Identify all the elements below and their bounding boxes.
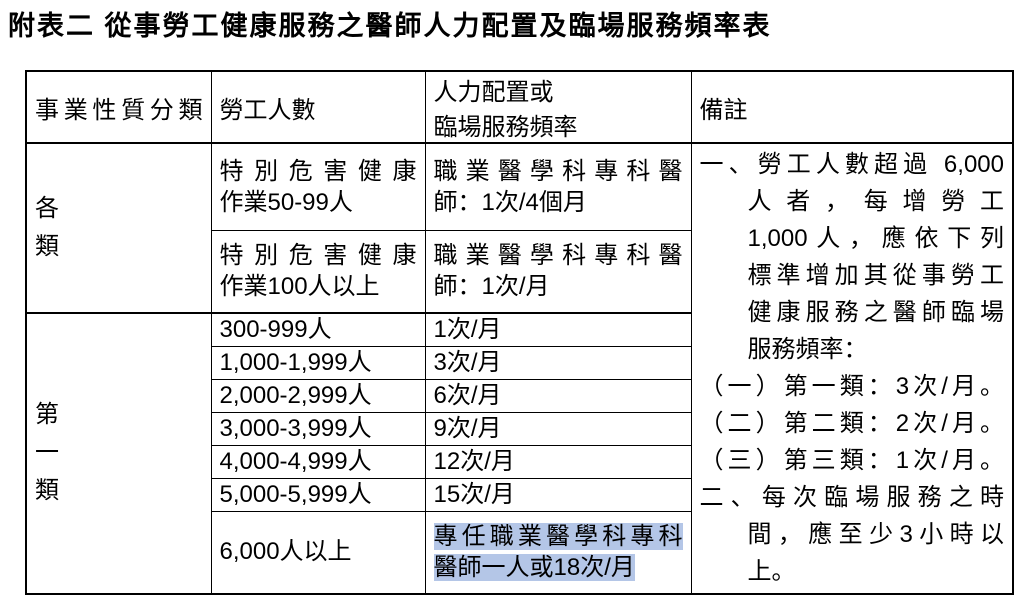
page-title: 附表二 從事勞工健康服務之醫師人力配置及臨場服務頻率表 [8, 11, 772, 41]
workers-cell: 6,000人以上 [210, 511, 426, 594]
table-row-5000-5999: 5,000-5,999人 15次/月 [26, 478, 1013, 512]
frequency-cell-highlighted: 專任職業醫學科專科 醫師一人或18次/月 [424, 511, 692, 594]
frequency-line2: 師：1次/4個月 [433, 188, 587, 216]
workers-line1: 特別危害健康 [219, 242, 417, 270]
workers-cell: 特別危害健康 作業100人以上 [210, 229, 426, 314]
category-all-char1: 各 [35, 195, 59, 222]
remarks-cell: 一、勞工人數超過 6,000 人者，每增勞工 1,000人，應依下列 標準增加其… [690, 142, 1014, 594]
workers-line2: 作業100人以上 [219, 273, 380, 301]
frequency-cell: 12次/月 [424, 445, 692, 479]
remarks-line: 二、每次臨場服務之時 [699, 484, 1005, 512]
remarks-line: （一）第一類：3次/月。 [699, 373, 1005, 401]
remarks-line: 人者，每增勞工 [747, 188, 1005, 216]
highlight-span: 醫師一人或18次/月 [433, 554, 635, 582]
allocation-header-line1: 人力配置或 [433, 79, 554, 106]
table-row-2000-2999: 2,000-2,999人 6次/月 [26, 379, 1013, 413]
frequency-cell: 6次/月 [424, 379, 692, 413]
workers-cell: 4,000-4,999人 [210, 445, 426, 479]
category-first-char3: 類 [35, 477, 59, 505]
header-cell-workers: 勞工人數 [210, 70, 426, 144]
remarks-line: 一、勞工人數超過 6,000 [699, 151, 1005, 179]
table-row-cutoff [25, 592, 1014, 595]
workers-line2: 作業50-99人 [219, 188, 353, 216]
category-cell-all-types: 各 類 [25, 142, 212, 314]
highlight-span: 專任職業醫學科專科 [433, 523, 683, 551]
frequency-cell: 職業醫學科專科醫 師：1次/月 [424, 229, 692, 314]
workers-cell: 5,000-5,999人 [210, 478, 426, 512]
highlighted-frequency-line1: 專任職業醫學科專科 [433, 521, 683, 552]
table-row-300-999: 第 一 類 300-999人 1次/月 [25, 312, 1013, 594]
remarks-line: 1,000人，應依下列 [747, 225, 1005, 253]
remarks-line: 間，應至少3小時以 [747, 521, 1005, 549]
workers-cell: 3,000-3,999人 [210, 412, 426, 446]
frequency-cell: 3次/月 [424, 346, 692, 380]
frequency-cell: 9次/月 [424, 412, 692, 446]
cutoff-cell [690, 592, 1014, 595]
workers-cell: 2,000-2,999人 [210, 379, 426, 413]
workers-cell: 特別危害健康 作業50-99人 [210, 142, 426, 231]
remarks-line: 標準增加其從事勞工 [747, 262, 1005, 290]
category-first-char1: 第 [35, 401, 59, 429]
frequency-cell: 1次/月 [424, 312, 692, 347]
header-cell-allocation: 人力配置或 臨場服務頻率 [424, 70, 692, 144]
workers-cell: 1,000-1,999人 [210, 346, 426, 380]
table-header-row: 事業性質分類 勞工人數 人力配置或 臨場服務頻率 備註 [25, 70, 1014, 144]
table-row-special-hazard-50-99: 各 類 特別危害健康 作業50-99人 職業醫學科專科醫 師：1次/4個月 一、… [25, 142, 1014, 594]
table-row-3000-3999: 3,000-3,999人 9次/月 [26, 412, 1013, 446]
header-cell-remarks: 備註 [690, 70, 1014, 144]
category-all-char2: 類 [35, 233, 59, 260]
staffing-frequency-table: 事業性質分類 勞工人數 人力配置或 臨場服務頻率 備註 各 類 特別危害健康 作… [25, 70, 1014, 595]
remarks-line: 服務頻率： [747, 336, 868, 364]
remarks-line: 健康服務之醫師臨場 [747, 299, 1005, 327]
frequency-line2: 師：1次/月 [433, 273, 550, 301]
remarks-line: （二）第二類：2次/月。 [699, 410, 1005, 438]
allocation-header-line2: 臨場服務頻率 [433, 114, 578, 141]
frequency-line1: 職業醫學科專科醫 [433, 157, 683, 185]
frequency-cell: 15次/月 [424, 478, 692, 512]
highlighted-frequency-line2: 醫師一人或18次/月 [433, 552, 683, 583]
workers-cell: 300-999人 [210, 312, 426, 347]
table-row-1000-1999: 1,000-1,999人 3次/月 [26, 346, 1013, 380]
remarks-line: （三）第三類：1次/月。 [699, 447, 1005, 475]
category-first-char2: 一 [35, 439, 59, 467]
table-row-4000-4999: 4,000-4,999人 12次/月 [26, 445, 1013, 479]
frequency-line1: 職業醫學科專科醫 [433, 242, 683, 270]
table-row-6000plus: 6,000人以上 專任職業醫學科專科 醫師一人或18次/月 [26, 511, 1013, 594]
category-cell-first-class: 第 一 類 [25, 312, 212, 594]
header-cell-category: 事業性質分類 [25, 70, 212, 144]
frequency-cell: 職業醫學科專科醫 師：1次/4個月 [424, 142, 692, 231]
workers-line1: 特別危害健康 [219, 157, 417, 185]
remarks-line: 上。 [747, 558, 796, 586]
